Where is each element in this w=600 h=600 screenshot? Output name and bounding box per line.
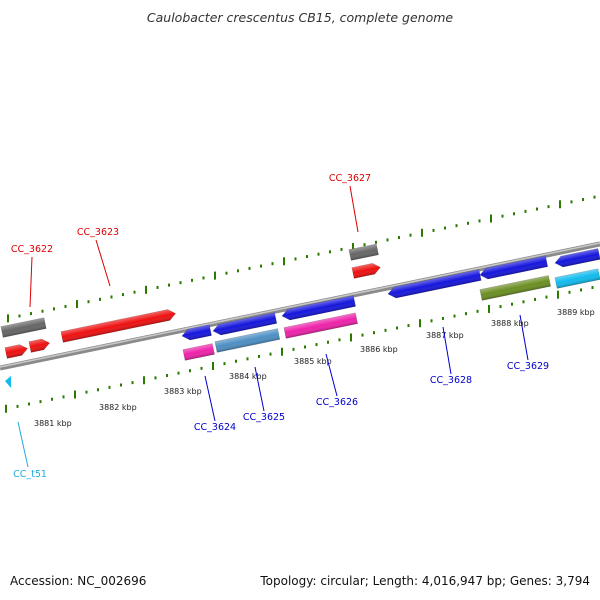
kbp-label: 3886 kbp xyxy=(360,345,398,354)
gene-block-cyan xyxy=(554,268,600,289)
gene-arrow-cc3623 xyxy=(60,309,177,343)
gene-labels: CC_3622 CC_3623 CC_3627 CC_3624 CC_3625 CC_36… xyxy=(11,173,549,480)
gene-arrow-red-small-2 xyxy=(28,338,51,353)
gene-arrow-red-cc3627 xyxy=(351,263,381,279)
leader-line xyxy=(95,239,111,287)
genome-title: Caulobacter crescentus CB15, complete ge… xyxy=(147,10,453,25)
leader-line xyxy=(29,256,33,308)
gene-label-lower[interactable]: CC_3625 xyxy=(243,412,285,423)
gene-label-upper[interactable]: CC_3622 xyxy=(11,244,53,255)
leader-line xyxy=(17,421,29,468)
trna-marker-cc-t51 xyxy=(5,376,11,388)
leader-line xyxy=(204,375,216,422)
genome-summary-text: Topology: circular; Length: 4,016,947 bp… xyxy=(259,574,590,588)
gene-label-lower[interactable]: CC_3626 xyxy=(316,397,358,408)
gene-arrow-red-small-1 xyxy=(4,344,29,359)
gene-label-upper[interactable]: CC_3623 xyxy=(77,227,119,238)
gene-features xyxy=(0,243,600,388)
kbp-label: 3882 kbp xyxy=(99,403,137,412)
leader-line xyxy=(349,185,359,233)
gene-arrow-blue-4 xyxy=(387,269,482,299)
kbp-label: 3885 kbp xyxy=(294,357,332,366)
backbone-highlight xyxy=(0,242,600,368)
kbp-label: 3889 kbp xyxy=(557,308,595,317)
accession-text: Accession: NC_002696 xyxy=(10,574,146,588)
gene-arrow-blue-6 xyxy=(554,248,600,268)
kbp-label: 3884 kbp xyxy=(229,372,267,381)
leader-line xyxy=(519,314,529,361)
gene-label-lower[interactable]: CC_t51 xyxy=(13,469,47,480)
gene-block-pink-cc3624 xyxy=(182,343,215,361)
gene-label-lower[interactable]: CC_3624 xyxy=(194,422,236,433)
kbp-label: 3881 kbp xyxy=(34,419,72,428)
gene-arrow-blue-5 xyxy=(479,255,549,280)
kbp-label: 3888 kbp xyxy=(491,319,529,328)
leader-line xyxy=(325,353,338,397)
gene-block-gray-left xyxy=(0,317,47,338)
gene-arrow-blue-3 xyxy=(281,295,356,321)
gene-arrow-blue-2 xyxy=(212,312,278,336)
gene-arrow-blue-1 xyxy=(181,324,212,341)
kbp-label: 3883 kbp xyxy=(164,387,202,396)
gene-label-upper[interactable]: CC_3627 xyxy=(329,173,371,184)
leader-line xyxy=(442,326,452,375)
upper-tick-track xyxy=(7,195,596,323)
gene-block-olive-cc3629 xyxy=(479,275,552,301)
leader-line xyxy=(254,366,265,412)
gene-label-lower[interactable]: CC_3628 xyxy=(430,375,472,386)
backbone-line xyxy=(0,241,600,371)
gene-block-gray-cc3627 xyxy=(348,243,379,261)
gene-label-lower[interactable]: CC_3629 xyxy=(507,361,549,372)
lower-tick-track xyxy=(5,286,594,413)
gene-block-pink-cc3626 xyxy=(283,312,358,339)
gene-block-steelblue-cc3625 xyxy=(214,328,281,353)
